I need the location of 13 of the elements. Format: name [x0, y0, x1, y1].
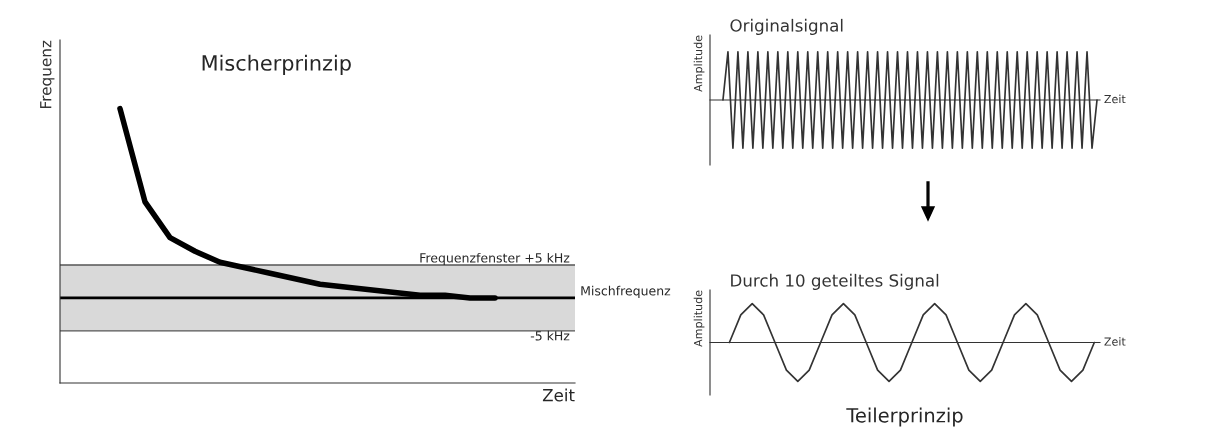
y-axis-title: Amplitude	[693, 35, 705, 92]
chart-title: Originalsignal	[730, 18, 843, 35]
x-axis-title: Zeit	[1104, 94, 1126, 104]
text: Teilerprinzip	[846, 407, 963, 427]
y-axis-title: Amplitude	[693, 290, 705, 347]
ref-line-label: -5 kHz	[530, 330, 570, 341]
x-axis-title: Zeit	[542, 388, 575, 402]
x-axis-title: Zeit	[1104, 337, 1126, 346]
ref-line-label: Mischfrequenz	[581, 285, 671, 298]
y-axis-title: Frequenz	[40, 40, 55, 108]
chart-title: Durch 10 geteiltes Signal	[731, 273, 939, 290]
ref-line-label: Frequenzfenster +5 kHz	[420, 252, 570, 266]
chart-title: Mischerprinzip	[202, 54, 351, 75]
